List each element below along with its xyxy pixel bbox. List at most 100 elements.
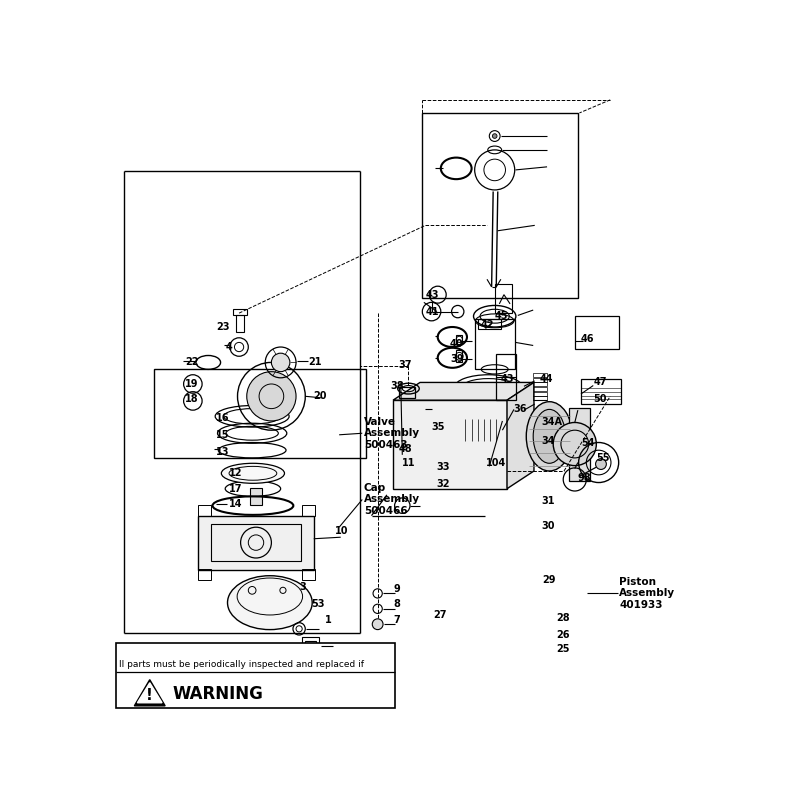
Text: 43: 43 (501, 374, 514, 384)
Text: 35: 35 (431, 422, 445, 432)
Text: 29: 29 (542, 574, 556, 585)
Text: 30: 30 (541, 521, 554, 530)
Bar (534, 396, 547, 400)
Text: 42: 42 (481, 321, 494, 330)
Bar (478, 319, 501, 329)
Text: 16: 16 (216, 413, 230, 423)
Polygon shape (134, 680, 165, 706)
Bar (422, 113, 578, 298)
Bar (250, 488, 262, 505)
Bar (534, 387, 547, 391)
Text: 31: 31 (541, 496, 554, 506)
Bar (534, 378, 547, 382)
Ellipse shape (222, 463, 285, 483)
Text: 48: 48 (398, 444, 412, 454)
Text: 34: 34 (541, 436, 554, 446)
Bar (306, 641, 316, 649)
Text: 28: 28 (556, 613, 570, 623)
Text: 23: 23 (216, 322, 230, 332)
Text: 21: 21 (308, 358, 322, 367)
Circle shape (595, 458, 606, 470)
Polygon shape (138, 682, 162, 702)
Text: 11: 11 (402, 458, 416, 467)
Text: 104: 104 (486, 458, 506, 467)
Text: 45: 45 (494, 311, 508, 322)
Text: 19: 19 (185, 379, 198, 389)
Text: 20: 20 (314, 391, 327, 402)
Text: 22: 22 (185, 358, 198, 367)
Bar (236, 314, 244, 332)
Bar (198, 505, 210, 516)
Text: 36: 36 (513, 404, 526, 414)
Text: 53: 53 (311, 599, 325, 610)
Bar (233, 309, 246, 314)
Text: 38: 38 (390, 381, 404, 390)
Bar (302, 505, 314, 516)
Text: 34A: 34A (541, 418, 562, 427)
Polygon shape (507, 382, 534, 489)
Ellipse shape (462, 415, 502, 445)
Circle shape (372, 619, 383, 630)
Text: 40: 40 (450, 339, 463, 349)
Bar (302, 569, 314, 579)
Ellipse shape (526, 402, 573, 471)
Text: 37: 37 (398, 361, 412, 370)
Bar (534, 373, 547, 377)
Text: 15: 15 (216, 430, 230, 440)
Bar (456, 334, 462, 344)
Bar (581, 379, 621, 404)
Text: 18: 18 (185, 394, 198, 404)
Circle shape (492, 134, 497, 138)
Bar (154, 370, 366, 458)
Bar (474, 319, 514, 370)
Text: 17: 17 (229, 484, 242, 494)
Text: 3: 3 (299, 582, 306, 592)
Text: 55: 55 (596, 453, 610, 463)
Text: 14: 14 (229, 499, 242, 509)
Bar (211, 524, 301, 561)
Bar (569, 408, 590, 481)
Bar (574, 316, 619, 349)
Bar (534, 382, 547, 386)
Text: 54: 54 (581, 438, 594, 447)
Text: Cap
Assembly
500466: Cap Assembly 500466 (364, 483, 420, 516)
Text: 1: 1 (326, 614, 332, 625)
Text: 43: 43 (426, 290, 439, 300)
Text: WARNING: WARNING (173, 685, 264, 702)
Bar (116, 642, 394, 708)
Circle shape (554, 422, 596, 466)
Bar (494, 284, 512, 313)
Text: !: ! (146, 687, 153, 702)
Text: Piston
Assembly
401933: Piston Assembly 401933 (619, 577, 675, 610)
Text: 12: 12 (229, 468, 242, 478)
Bar (496, 354, 516, 400)
Text: 13: 13 (216, 446, 230, 457)
Bar (456, 350, 462, 362)
Text: 32: 32 (436, 479, 450, 489)
Text: 41: 41 (426, 306, 439, 317)
Text: 44: 44 (539, 374, 553, 384)
Bar (198, 569, 210, 579)
Circle shape (271, 353, 290, 372)
Text: 25: 25 (556, 644, 570, 654)
Text: 4: 4 (226, 342, 232, 352)
Text: 26: 26 (556, 630, 570, 640)
Text: 47: 47 (594, 378, 606, 387)
Text: 9: 9 (393, 584, 400, 594)
Text: 27: 27 (433, 610, 446, 620)
Text: 8: 8 (393, 599, 400, 610)
Text: 50: 50 (594, 394, 606, 404)
Text: 7: 7 (393, 614, 400, 625)
Ellipse shape (534, 410, 566, 463)
Circle shape (246, 372, 296, 421)
Text: 10: 10 (334, 526, 348, 536)
Text: 46: 46 (581, 334, 594, 344)
Text: 39: 39 (450, 354, 463, 364)
Polygon shape (393, 382, 534, 400)
Text: 33: 33 (436, 462, 450, 472)
Bar (534, 392, 547, 395)
Bar (393, 400, 507, 489)
Text: ll parts must be periodically inspected and replaced if: ll parts must be periodically inspected … (119, 660, 364, 669)
Ellipse shape (227, 576, 312, 630)
Bar (198, 516, 314, 570)
